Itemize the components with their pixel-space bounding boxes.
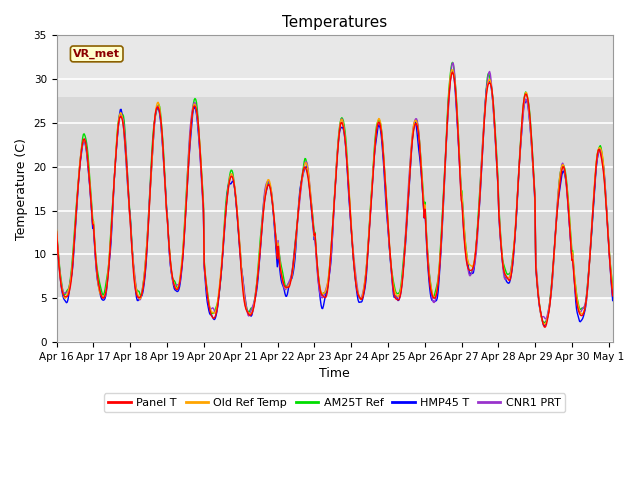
- CNR1 PRT: [449, 60, 456, 66]
- Bar: [56, 96, 612, 298]
- CNR1 PRT: [141, 265, 149, 271]
- Line: HMP45 T: HMP45 T: [56, 71, 612, 326]
- Panel T: [276, 260, 284, 266]
- Panel T: [541, 324, 549, 330]
- Text: VR_met: VR_met: [73, 49, 120, 59]
- AM25T Ref: [212, 303, 220, 309]
- CNR1 PRT: [584, 276, 592, 282]
- CNR1 PRT: [276, 256, 284, 262]
- Old Ref Temp: [584, 279, 592, 285]
- Panel T: [141, 271, 149, 276]
- Old Ref Temp: [276, 257, 284, 263]
- Old Ref Temp: [87, 197, 95, 203]
- CNR1 PRT: [87, 198, 95, 204]
- HMP45 T: [141, 273, 149, 279]
- Old Ref Temp: [212, 305, 220, 311]
- CNR1 PRT: [52, 228, 60, 234]
- Panel T: [52, 229, 60, 235]
- Y-axis label: Temperature (C): Temperature (C): [15, 138, 28, 240]
- HMP45 T: [609, 298, 616, 303]
- HMP45 T: [540, 323, 548, 329]
- HMP45 T: [282, 293, 289, 299]
- Line: Old Ref Temp: Old Ref Temp: [56, 70, 612, 324]
- Panel T: [609, 293, 616, 299]
- CNR1 PRT: [542, 316, 550, 322]
- AM25T Ref: [52, 228, 60, 234]
- Old Ref Temp: [540, 322, 548, 327]
- X-axis label: Time: Time: [319, 367, 350, 380]
- Panel T: [584, 280, 592, 286]
- HMP45 T: [212, 311, 220, 316]
- Title: Temperatures: Temperatures: [282, 15, 387, 30]
- Line: CNR1 PRT: CNR1 PRT: [56, 63, 612, 319]
- AM25T Ref: [141, 265, 149, 271]
- Old Ref Temp: [282, 285, 289, 291]
- Line: Panel T: Panel T: [56, 72, 612, 327]
- HMP45 T: [87, 203, 95, 209]
- Old Ref Temp: [448, 67, 456, 72]
- Panel T: [282, 284, 289, 290]
- HMP45 T: [276, 265, 284, 271]
- Old Ref Temp: [141, 265, 149, 271]
- Old Ref Temp: [52, 227, 60, 233]
- AM25T Ref: [540, 320, 548, 325]
- Line: AM25T Ref: AM25T Ref: [56, 62, 612, 323]
- AM25T Ref: [282, 284, 289, 290]
- AM25T Ref: [276, 253, 284, 259]
- AM25T Ref: [609, 283, 616, 289]
- AM25T Ref: [449, 60, 456, 65]
- CNR1 PRT: [212, 309, 220, 315]
- HMP45 T: [52, 231, 60, 237]
- Old Ref Temp: [609, 286, 616, 292]
- CNR1 PRT: [282, 287, 289, 292]
- Panel T: [449, 70, 456, 75]
- Panel T: [87, 201, 95, 206]
- HMP45 T: [584, 279, 592, 285]
- AM25T Ref: [87, 193, 95, 199]
- Legend: Panel T, Old Ref Temp, AM25T Ref, HMP45 T, CNR1 PRT: Panel T, Old Ref Temp, AM25T Ref, HMP45 …: [104, 394, 565, 412]
- CNR1 PRT: [609, 292, 616, 298]
- AM25T Ref: [584, 276, 592, 281]
- Panel T: [212, 309, 220, 315]
- HMP45 T: [449, 68, 456, 74]
